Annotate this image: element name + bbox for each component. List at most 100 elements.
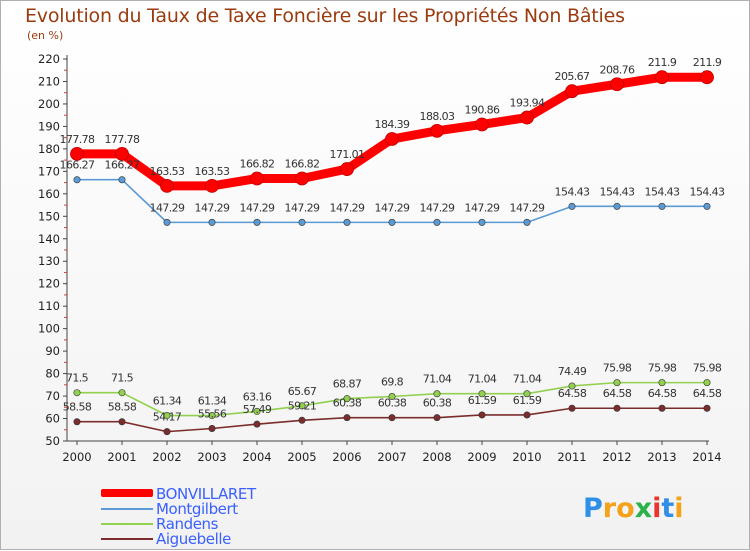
chart-title: Evolution du Taux de Taxe Foncière sur l… [25, 5, 625, 27]
data-label: 65.67 [288, 385, 317, 398]
data-label: 58.58 [108, 401, 137, 414]
data-point [115, 146, 129, 161]
data-point [658, 379, 666, 387]
y-tick-label: 150 [38, 209, 60, 223]
x-tick-label: 2001 [107, 450, 136, 464]
y-tick-label: 100 [38, 322, 60, 336]
data-label: 71.5 [66, 372, 89, 385]
data-label: 147.29 [240, 201, 275, 214]
data-point [388, 218, 396, 226]
data-point [73, 176, 81, 184]
data-point [565, 84, 579, 99]
y-tick-label: 170 [38, 164, 60, 178]
data-point [523, 390, 531, 398]
data-point [295, 171, 309, 186]
data-label: 57.49 [243, 403, 272, 416]
data-point [163, 412, 171, 420]
y-tick-label: 220 [38, 52, 60, 66]
y-tick-label: 160 [38, 187, 60, 201]
data-point [253, 420, 261, 428]
x-tick-label: 2008 [422, 450, 451, 464]
data-label: 71.04 [513, 373, 542, 386]
data-point [478, 218, 486, 226]
logo-letter: i [652, 493, 662, 524]
data-label: 75.98 [648, 362, 677, 375]
data-label: 147.29 [330, 201, 365, 214]
legend-swatch [101, 538, 153, 540]
data-point [163, 428, 171, 436]
data-label: 184.39 [375, 118, 410, 131]
x-tick-label: 2006 [332, 450, 361, 464]
data-point [388, 393, 396, 401]
x-tick-label: 2000 [62, 450, 91, 464]
data-point [568, 202, 576, 210]
y-tick-label: 110 [38, 299, 60, 313]
data-label: 154.43 [555, 185, 590, 198]
legend-swatch [101, 489, 153, 497]
data-label: 147.29 [375, 201, 410, 214]
data-point [298, 416, 306, 424]
y-tick-label: 70 [45, 389, 60, 403]
y-tick-label: 130 [38, 254, 60, 268]
data-label: 190.86 [465, 103, 500, 116]
data-point [433, 218, 441, 226]
data-point [433, 414, 441, 422]
data-point [298, 402, 306, 410]
data-label: 166.82 [240, 157, 275, 170]
data-point [70, 146, 84, 161]
legend-label: Randens [156, 515, 219, 533]
data-label: 177.78 [60, 133, 95, 146]
data-point [208, 425, 216, 433]
data-point [163, 218, 171, 226]
data-label: 71.04 [423, 373, 452, 386]
x-tick-label: 2009 [467, 450, 496, 464]
data-label: 61.34 [153, 395, 182, 408]
x-tick-label: 2010 [512, 450, 541, 464]
y-tick-label: 180 [38, 142, 60, 156]
chart-unit-label: (en %) [27, 29, 64, 42]
y-tick-label: 120 [38, 277, 60, 291]
logo-letter: i [674, 493, 684, 524]
data-point [343, 414, 351, 422]
data-label: 208.76 [600, 63, 635, 76]
data-label: 71.04 [468, 373, 497, 386]
logo-letter: x [634, 493, 653, 524]
y-tick-label: 90 [45, 344, 60, 358]
data-point [433, 390, 441, 398]
data-label: 54.17 [153, 411, 182, 424]
data-point [520, 110, 534, 125]
data-label: 147.29 [420, 201, 455, 214]
data-label: 71.5 [111, 372, 134, 385]
data-label: 75.98 [693, 362, 722, 375]
data-point [658, 202, 666, 210]
data-label: 205.67 [555, 70, 590, 83]
data-label: 61.59 [513, 394, 542, 407]
data-point [523, 411, 531, 419]
data-label: 154.43 [690, 185, 725, 198]
data-point [700, 70, 714, 85]
x-tick-label: 2007 [377, 450, 406, 464]
data-label: 64.58 [558, 387, 587, 400]
data-label: 64.58 [603, 387, 632, 400]
logo-letter: r [602, 493, 617, 524]
data-point [118, 389, 126, 397]
data-point [568, 404, 576, 412]
data-point [475, 117, 489, 132]
legend-swatch [101, 523, 153, 525]
y-tick-label: 140 [38, 232, 60, 246]
data-point [73, 418, 81, 426]
data-label: 147.29 [285, 201, 320, 214]
x-tick-label: 2004 [242, 450, 271, 464]
data-point [478, 411, 486, 419]
data-point [658, 404, 666, 412]
data-label: 193.94 [510, 97, 545, 110]
data-point [568, 382, 576, 390]
x-tick-label: 2011 [557, 450, 586, 464]
data-point [655, 70, 669, 85]
data-point [613, 202, 621, 210]
data-point [340, 162, 354, 176]
data-point [250, 171, 264, 186]
x-tick-label: 2002 [152, 450, 181, 464]
data-label: 154.43 [645, 185, 680, 198]
y-tick-label: 190 [38, 119, 60, 133]
